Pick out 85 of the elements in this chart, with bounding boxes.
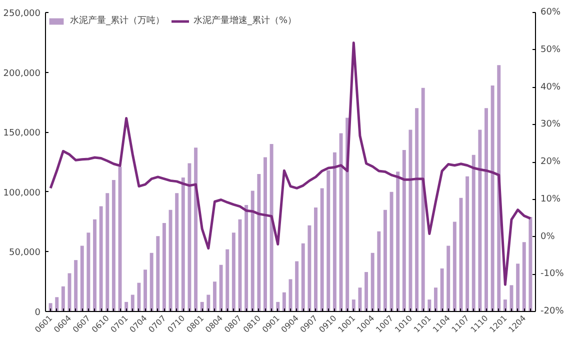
- bar: [528, 217, 532, 312]
- y2-tick-label: 30%: [540, 120, 561, 130]
- y2-tick-label: -20%: [540, 306, 564, 316]
- bar: [61, 286, 65, 312]
- y2-tick-label: 10%: [540, 194, 561, 204]
- bar: [301, 243, 305, 312]
- y2-tick-label: -10%: [540, 269, 564, 280]
- bar: [415, 108, 419, 312]
- bar: [472, 154, 476, 312]
- bar: [326, 170, 330, 312]
- bar: [339, 133, 343, 312]
- bar: [175, 193, 179, 312]
- bar: [188, 163, 192, 312]
- bar: [332, 152, 336, 312]
- bar: [320, 188, 324, 312]
- legend-label: 水泥产量增速_累计（%）: [194, 14, 297, 27]
- bar: [232, 232, 236, 312]
- bar: [364, 272, 368, 312]
- bar: [86, 232, 90, 312]
- bar: [478, 130, 482, 312]
- bar: [408, 130, 412, 312]
- bar: [74, 260, 78, 312]
- bar: [484, 108, 488, 312]
- bar: [137, 282, 141, 312]
- bar: [168, 210, 172, 312]
- bar: [80, 246, 84, 312]
- bar: [421, 88, 425, 312]
- bar: [428, 300, 432, 312]
- bar: [264, 157, 267, 312]
- bar: [112, 180, 116, 312]
- bar: [314, 207, 318, 312]
- bar: [106, 193, 110, 312]
- y2-tick-label: 60%: [540, 8, 561, 18]
- bar: [522, 242, 526, 312]
- bar: [212, 282, 216, 312]
- bar: [270, 144, 274, 312]
- bar: [181, 178, 185, 312]
- bar: [162, 222, 166, 312]
- bar: [446, 246, 450, 312]
- bar: [516, 264, 520, 312]
- bar: [219, 264, 223, 312]
- bar: [156, 236, 160, 312]
- y-tick-label: 200,000: [3, 68, 41, 79]
- bar: [55, 297, 59, 312]
- bar: [434, 288, 438, 312]
- bar: [99, 206, 103, 312]
- bar: [150, 252, 154, 312]
- bar: [377, 231, 381, 312]
- bar: [244, 205, 248, 312]
- y-tick-label: 150,000: [3, 128, 41, 139]
- bar: [308, 225, 312, 312]
- bar: [452, 222, 456, 312]
- bar: [358, 288, 362, 312]
- bar: [238, 219, 242, 312]
- line-series: [49, 42, 532, 286]
- bar: [282, 292, 286, 312]
- bar: [402, 150, 406, 312]
- bar: [206, 294, 210, 312]
- bar: [194, 148, 198, 312]
- bar: [497, 65, 501, 312]
- bar: [257, 174, 261, 312]
- y-tick-label: 250,000: [3, 9, 41, 19]
- bar: [352, 300, 356, 312]
- bar: [93, 219, 96, 312]
- bar: [390, 192, 394, 312]
- y2-tick-label: 0%: [540, 232, 556, 242]
- bar: [383, 210, 387, 312]
- y-tick-label: 100,000: [3, 188, 41, 198]
- bar: [440, 268, 444, 312]
- y-tick-label: 0: [34, 308, 41, 318]
- bar: [396, 172, 400, 312]
- bar: [466, 176, 470, 312]
- bar: [370, 252, 374, 312]
- bar: [130, 294, 134, 312]
- bar: [295, 261, 299, 312]
- bar: [144, 270, 148, 312]
- bar: [250, 190, 254, 312]
- bar: [226, 249, 230, 312]
- y2-tick-label: 40%: [540, 82, 561, 92]
- y2-tick-label: 50%: [540, 44, 561, 55]
- bar: [503, 300, 507, 312]
- legend-label: 水泥产量_累计（万吨）: [70, 14, 164, 27]
- bar: [490, 85, 494, 312]
- y-tick-label: 50,000: [9, 248, 41, 258]
- y2-tick-label: 20%: [540, 157, 561, 167]
